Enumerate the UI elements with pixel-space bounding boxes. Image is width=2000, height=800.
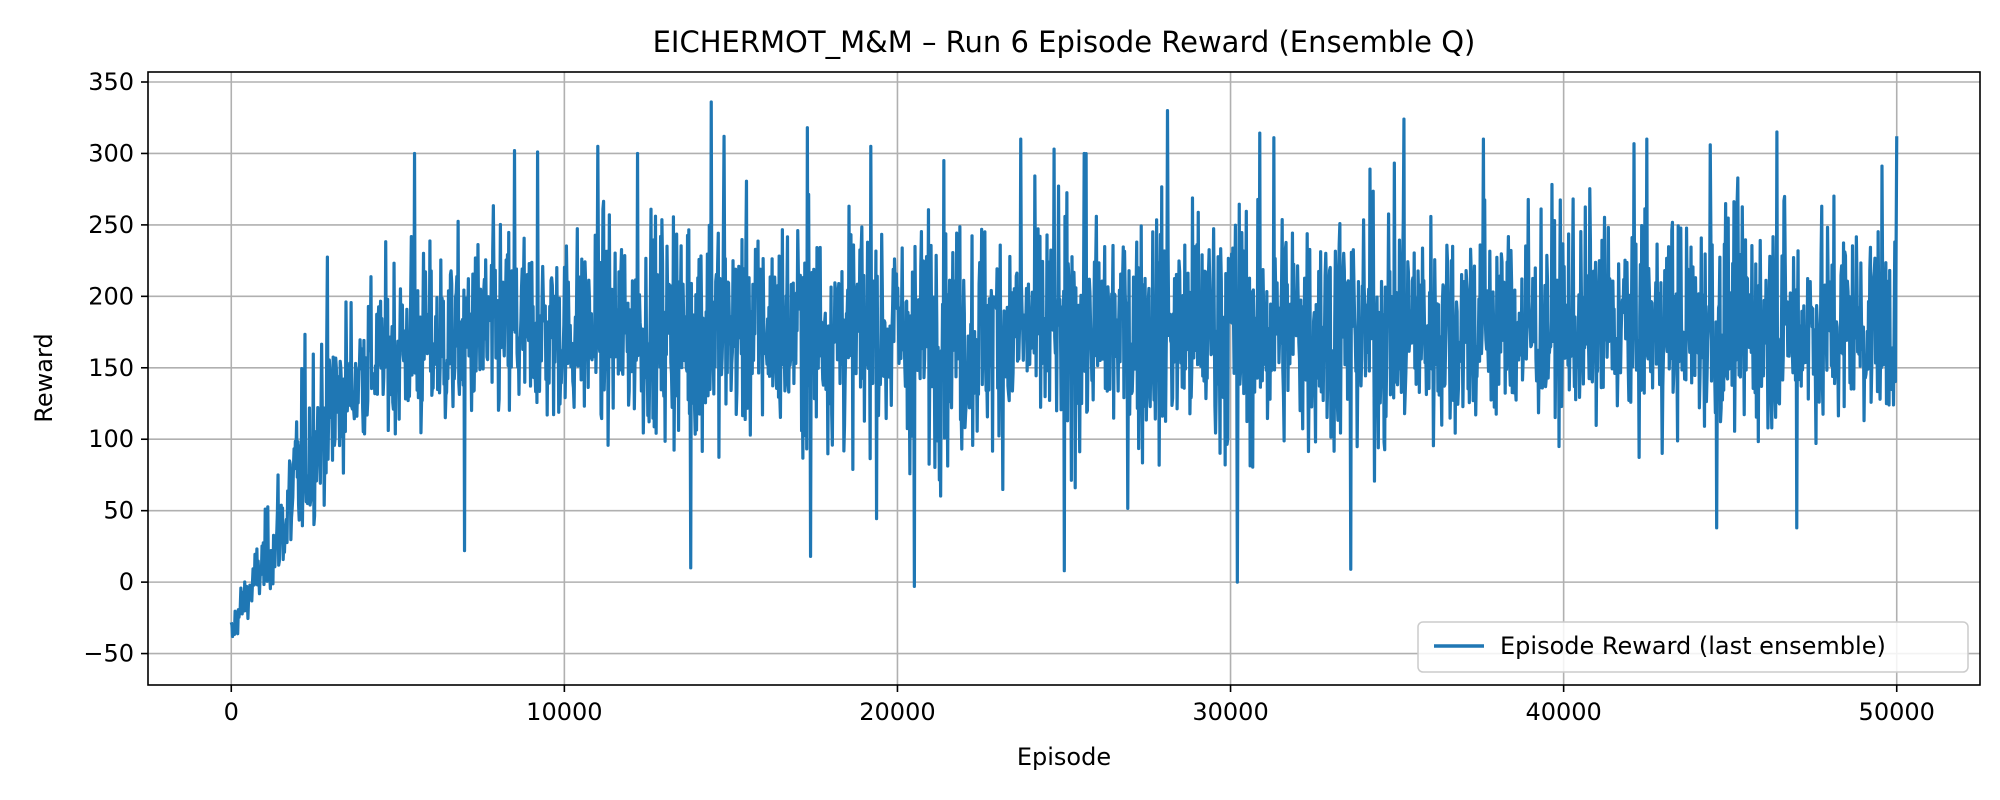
x-tick-label: 30000 [1192, 698, 1268, 726]
series-line-episode-reward [229, 100, 1899, 639]
y-tick-label: 350 [88, 68, 134, 96]
y-tick-label: 250 [88, 211, 134, 239]
y-tick-label: −50 [83, 640, 134, 668]
y-tick-label: 200 [88, 282, 134, 310]
axis-ticks: 0 10000 20000 30000 40000 50000 −50 0 50 100 150 20… [83, 68, 1935, 726]
y-tick-label: 50 [103, 497, 134, 525]
x-tick-label: 50000 [1859, 698, 1935, 726]
y-axis-label: Reward [30, 333, 58, 422]
legend-label: Episode Reward (last ensemble) [1500, 632, 1886, 660]
y-tick-label: 150 [88, 354, 134, 382]
x-axis-label: Episode [1017, 743, 1111, 771]
y-tick-label: 300 [88, 139, 134, 167]
chart-title: EICHERMOT_M&M – Run 6 Episode Reward (En… [653, 25, 1476, 59]
x-tick-label: 0 [224, 698, 239, 726]
y-tick-label: 0 [119, 568, 134, 596]
plot-frame [147, 71, 1981, 686]
x-tick-label: 20000 [859, 698, 935, 726]
x-tick-label: 10000 [526, 698, 602, 726]
legend: Episode Reward (last ensemble) [1417, 621, 1969, 673]
x-tick-label: 40000 [1525, 698, 1601, 726]
series-layer [229, 100, 1899, 639]
legend-box [1417, 621, 1969, 673]
y-tick-label: 100 [88, 425, 134, 453]
